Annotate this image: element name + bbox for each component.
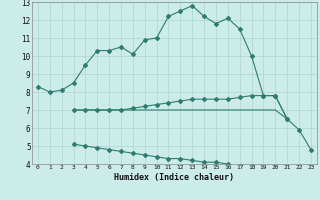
X-axis label: Humidex (Indice chaleur): Humidex (Indice chaleur) <box>115 173 234 182</box>
